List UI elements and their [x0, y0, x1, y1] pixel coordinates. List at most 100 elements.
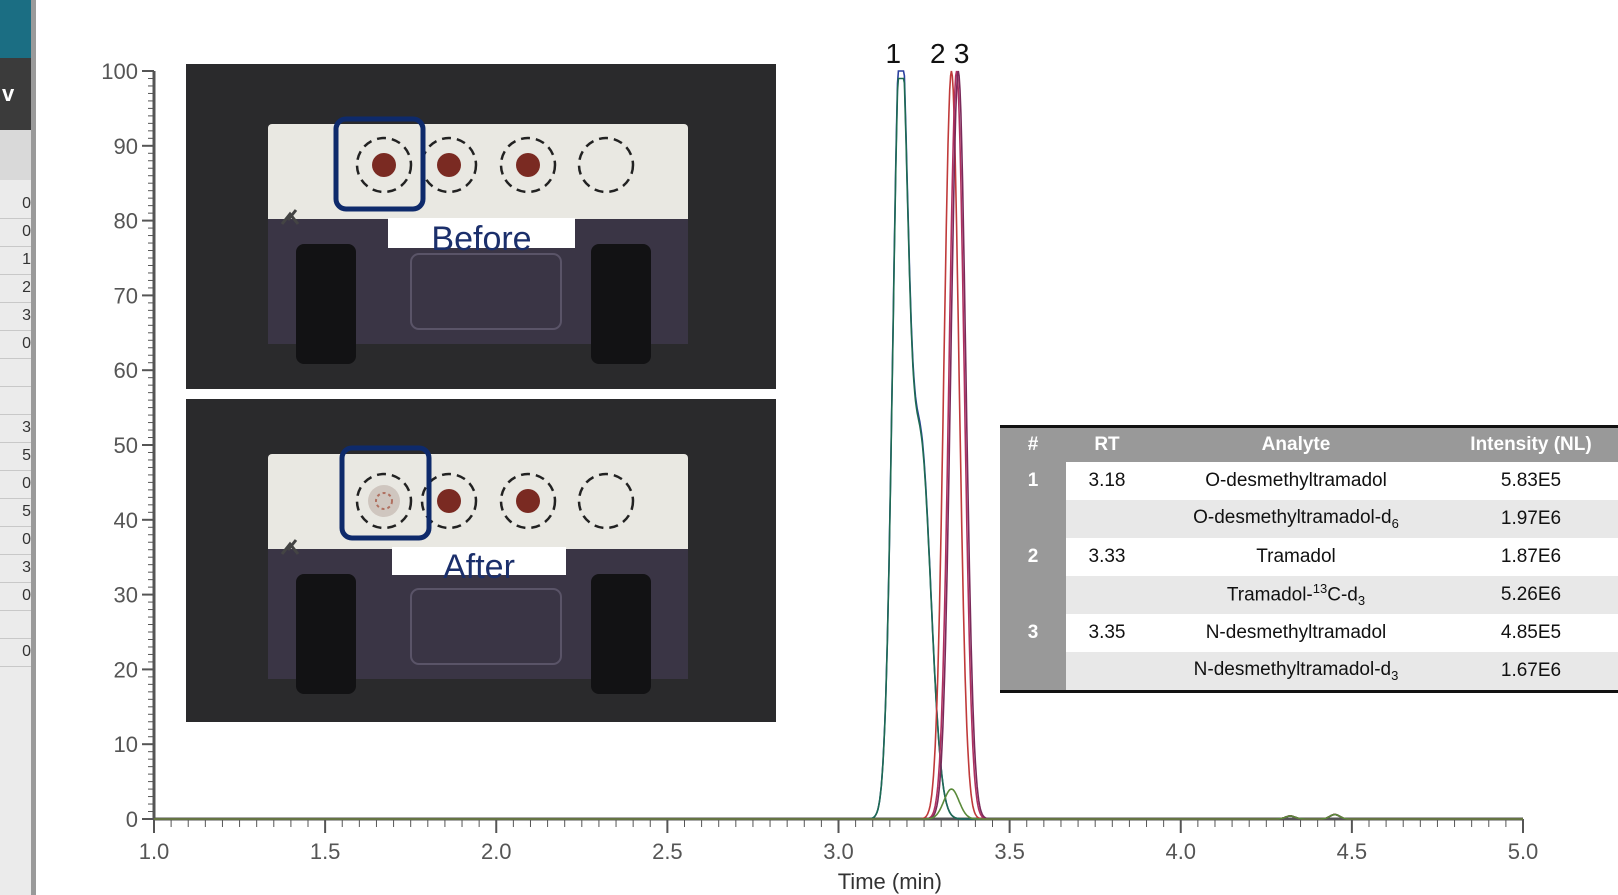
cell-number — [1000, 652, 1066, 692]
y-tick-label: 20 — [114, 657, 138, 682]
x-tick-label: 2.0 — [481, 839, 512, 864]
cell-analyte: Tramadol-13C-d3 — [1148, 576, 1444, 614]
chart-axes: 0 10 20 30 40 50 60 70 80 90 100 1.0 1.5 2.0 2.5 3.0 3.5… — [101, 59, 1538, 894]
cell-intensity: 5.26E6 — [1444, 576, 1618, 614]
edge-row: 0 — [0, 526, 31, 555]
y-tick-label: 70 — [114, 283, 138, 308]
y-tick-label: 50 — [114, 433, 138, 458]
edge-title: v — [0, 58, 31, 130]
cell-analyte: N-desmethyltramadol — [1148, 614, 1444, 652]
header-analyte: Analyte — [1148, 426, 1444, 462]
x-tick-label: 3.5 — [994, 839, 1025, 864]
edge-row: 3 — [0, 554, 31, 583]
analyte-name: N-desmethyltramadol — [1205, 622, 1387, 643]
analyte-superscript: 13 — [1312, 581, 1328, 597]
header-intensity: Intensity (NL) — [1444, 426, 1618, 462]
x-tick-label: 2.5 — [652, 839, 683, 864]
edge-row: 0 — [0, 218, 31, 247]
analyte-name: O-desmethyltramadol-d — [1193, 507, 1392, 529]
y-tick-label: 90 — [114, 134, 138, 159]
x-tick-label: 1.0 — [139, 839, 170, 864]
x-tick-label: 1.5 — [310, 839, 341, 864]
cell-number — [1000, 500, 1066, 538]
peak-label: 3 — [954, 38, 970, 69]
header-number: # — [1000, 426, 1066, 462]
cell-rt: 3.18 — [1088, 470, 1126, 491]
edge-row — [0, 610, 31, 639]
cell-number: 1 — [1000, 462, 1066, 500]
x-axis-label: Time (min) — [838, 869, 942, 894]
cell-analyte: O-desmethyltramadol-d6 — [1148, 500, 1444, 538]
analyte-name: N-desmethyltramadol-d — [1193, 659, 1392, 681]
table-row: 1 3.18 O-desmethyltramadol 5.83E5 — [1000, 462, 1618, 500]
x-tick-label: 4.0 — [1165, 839, 1196, 864]
edge-row — [0, 358, 31, 387]
y-tick-label: 0 — [126, 807, 138, 832]
y-tick-label: 30 — [114, 583, 138, 608]
header-rt: RT — [1066, 426, 1148, 462]
edge-row: 1 — [0, 246, 31, 275]
edge-row: 0 — [0, 470, 31, 499]
cell-intensity: 1.97E6 — [1444, 500, 1618, 538]
edge-row: 3 — [0, 302, 31, 331]
edge-row: 5 — [0, 498, 31, 527]
y-tick-label: 40 — [114, 508, 138, 533]
peak-label: 2 — [930, 38, 946, 69]
table-row: 3 3.35 N-desmethyltramadol 4.85E5 — [1000, 614, 1618, 652]
edge-row: 0 — [0, 190, 31, 219]
chart-series — [154, 70, 1523, 820]
chromatogram-trace — [154, 788, 1523, 820]
analyte-subscript: 3 — [1357, 593, 1366, 609]
edge-row: 0 — [0, 330, 31, 359]
table-row: Tramadol-13C-d3 5.26E6 — [1000, 576, 1618, 614]
y-tick-label: 60 — [114, 358, 138, 383]
x-tick-label: 5.0 — [1508, 839, 1539, 864]
peak-label: 1 — [885, 38, 901, 69]
cell-number — [1000, 576, 1066, 614]
edge-row: 3 — [0, 414, 31, 443]
cell-analyte: Tramadol — [1148, 538, 1444, 576]
cell-rt — [1066, 652, 1148, 692]
analyte-name: O-desmethyltramadol — [1205, 470, 1387, 491]
cell-rt: 3.35 — [1088, 622, 1126, 643]
edge-divider — [31, 0, 36, 895]
edge-row: 2 — [0, 274, 31, 303]
analyte-tail: C-d — [1327, 584, 1358, 606]
cell-rt — [1066, 576, 1148, 614]
table-row: N-desmethyltramadol-d3 1.67E6 — [1000, 652, 1618, 692]
cell-analyte: O-desmethyltramadol — [1148, 462, 1444, 500]
edge-header-block — [0, 0, 31, 58]
table-header-row: # RT Analyte Intensity (NL) — [1000, 426, 1618, 462]
table-row: O-desmethyltramadol-d6 1.97E6 — [1000, 500, 1618, 538]
x-tick-label: 4.5 — [1337, 839, 1368, 864]
cell-number: 3 — [1000, 614, 1066, 652]
edge-row: 0 — [0, 638, 31, 667]
analyte-name: Tramadol- — [1226, 584, 1313, 606]
edge-row: 0 — [0, 582, 31, 611]
cell-intensity: 4.85E5 — [1500, 622, 1562, 643]
edge-row: 5 — [0, 442, 31, 471]
table-row: 2 3.33 Tramadol 1.87E6 — [1000, 538, 1618, 576]
cell-intensity: 5.83E5 — [1500, 470, 1562, 491]
cell-rt: 3.33 — [1088, 546, 1126, 567]
after-label: After — [392, 547, 566, 586]
before-photo: Before — [186, 64, 776, 389]
results-table: # RT Analyte Intensity (NL) 1 3.18 O-desme… — [1000, 425, 1618, 693]
cell-rt — [1066, 500, 1148, 538]
y-tick-label: 80 — [114, 209, 138, 234]
before-label: Before — [388, 218, 575, 258]
analyte-name: Tramadol — [1256, 546, 1336, 567]
y-tick-label: 10 — [114, 732, 138, 757]
cell-intensity: 1.87E6 — [1500, 546, 1562, 567]
x-tick-label: 3.0 — [823, 839, 854, 864]
analyte-subscript: 6 — [1391, 515, 1399, 531]
edge-row — [0, 386, 31, 415]
after-photo: After — [186, 399, 776, 722]
y-tick-label: 100 — [101, 59, 138, 84]
cell-analyte: N-desmethyltramadol-d3 — [1148, 652, 1444, 692]
analyte-subscript: 3 — [1391, 667, 1399, 683]
